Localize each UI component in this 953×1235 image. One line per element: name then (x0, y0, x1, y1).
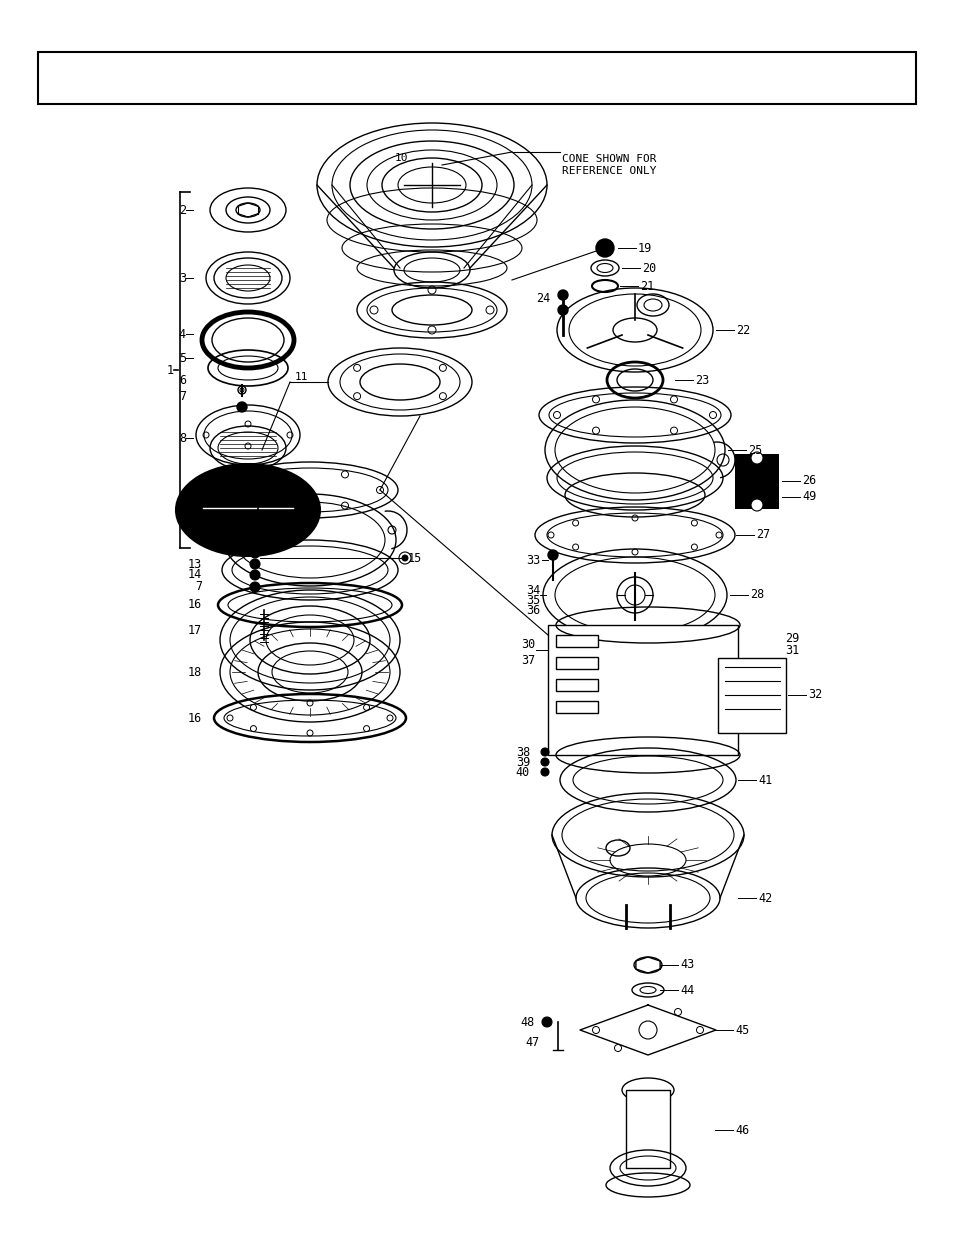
Text: 2: 2 (178, 204, 186, 216)
Text: 18: 18 (188, 666, 202, 678)
Text: 6: 6 (178, 373, 186, 387)
Ellipse shape (175, 464, 319, 556)
Circle shape (250, 559, 260, 569)
Text: 48: 48 (520, 1015, 535, 1029)
Text: 32: 32 (807, 688, 821, 701)
Circle shape (250, 548, 260, 558)
Text: 17: 17 (188, 624, 202, 636)
Bar (718, 658, 785, 734)
Circle shape (253, 506, 262, 514)
Text: 15: 15 (408, 552, 422, 564)
Text: 3: 3 (178, 272, 186, 284)
Text: 42: 42 (758, 892, 771, 904)
Circle shape (540, 768, 548, 776)
Bar (38, 52, 915, 104)
Text: 1: 1 (167, 363, 173, 377)
Text: 37: 37 (520, 653, 535, 667)
Circle shape (540, 758, 548, 766)
Text: 49: 49 (801, 490, 816, 504)
Text: 34: 34 (525, 583, 539, 597)
Circle shape (558, 305, 567, 315)
Text: 21: 21 (639, 279, 654, 293)
Text: 47: 47 (525, 1035, 539, 1049)
Bar (547, 625, 738, 755)
Text: 4: 4 (178, 327, 186, 341)
Text: 33: 33 (525, 553, 539, 567)
Text: 40: 40 (516, 766, 530, 778)
Text: 28: 28 (749, 589, 763, 601)
Text: 46: 46 (734, 1124, 748, 1136)
Text: 44: 44 (679, 983, 694, 997)
Circle shape (541, 1016, 552, 1028)
Text: 36: 36 (525, 604, 539, 616)
Bar (556, 635, 598, 647)
Circle shape (558, 290, 567, 300)
Text: 14: 14 (188, 568, 202, 582)
Circle shape (250, 582, 260, 592)
Text: 10: 10 (395, 153, 408, 163)
Text: 20: 20 (641, 262, 656, 274)
Text: 12: 12 (188, 492, 202, 505)
Text: 16: 16 (188, 599, 202, 611)
Text: 25: 25 (747, 443, 761, 457)
Text: 31: 31 (784, 643, 799, 657)
Text: 13: 13 (188, 557, 202, 571)
Text: 27: 27 (755, 529, 769, 541)
Text: 35: 35 (525, 594, 539, 606)
Text: 26: 26 (801, 474, 816, 488)
Bar (556, 701, 598, 713)
Circle shape (547, 550, 558, 559)
Text: 7: 7 (194, 580, 202, 594)
Circle shape (540, 748, 548, 756)
Text: 30: 30 (520, 638, 535, 652)
Text: 45: 45 (734, 1024, 748, 1036)
Bar (625, 1091, 669, 1168)
Text: 11: 11 (294, 372, 308, 382)
Circle shape (596, 240, 614, 257)
Text: 41: 41 (758, 773, 771, 787)
Text: 9: 9 (178, 504, 186, 516)
Text: 5: 5 (178, 352, 186, 364)
Circle shape (750, 499, 762, 511)
Text: 7: 7 (194, 504, 202, 516)
Text: 43: 43 (679, 958, 694, 972)
Circle shape (750, 452, 762, 464)
Text: 39: 39 (516, 756, 530, 768)
Text: 16: 16 (188, 711, 202, 725)
Text: 29: 29 (784, 631, 799, 645)
Text: 8: 8 (178, 431, 186, 445)
Text: CONE SHOWN FOR
REFERENCE ONLY: CONE SHOWN FOR REFERENCE ONLY (561, 154, 656, 175)
Bar (556, 679, 598, 692)
Text: 22: 22 (735, 324, 749, 336)
Circle shape (401, 555, 408, 561)
Circle shape (250, 571, 260, 580)
Text: 7: 7 (178, 390, 186, 404)
Circle shape (236, 403, 247, 412)
Bar (734, 454, 779, 509)
Bar (556, 657, 598, 669)
Text: 24: 24 (536, 291, 550, 305)
Text: 19: 19 (638, 242, 652, 254)
Text: 38: 38 (516, 746, 530, 758)
Text: 23: 23 (695, 373, 708, 387)
